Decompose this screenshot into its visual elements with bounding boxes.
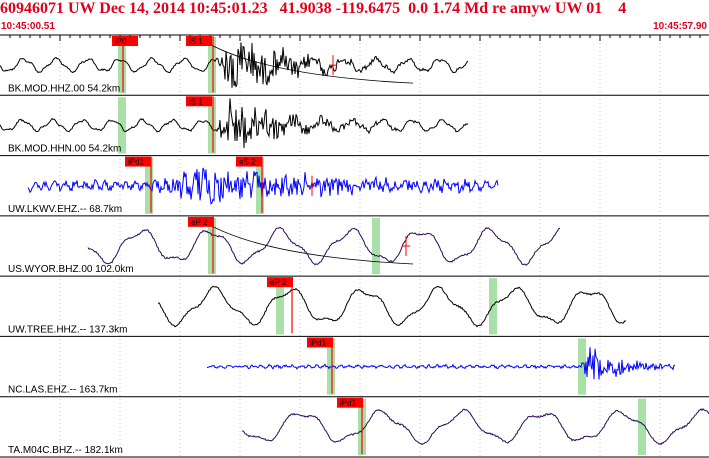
- pick-label: eP 2: [270, 278, 287, 287]
- marker-window-end[interactable]: [208, 97, 216, 154]
- pick-label-box[interactable]: [125, 156, 151, 167]
- travel-time-curve: [197, 217, 414, 265]
- channel-label: UW.TREE.HHZ.-- 137.3km: [8, 324, 127, 335]
- waveform-trace[interactable]: [157, 285, 627, 328]
- marker-window-end[interactable]: [372, 217, 380, 275]
- pick-label-box[interactable]: [188, 216, 214, 227]
- trace-panel[interactable]: eP 2 US.WYOR.BHZ.00 102.0km: [0, 216, 709, 277]
- pick-label-box[interactable]: [236, 156, 262, 167]
- pick-label-box[interactable]: [337, 397, 363, 408]
- channel-label: UW.LKWV.EHZ.-- 68.7km: [8, 204, 122, 215]
- trace-panel[interactable]: iPd1 eS 2 UW.LKWV.EHZ.-- 68.7km: [0, 156, 709, 217]
- waveform-trace[interactable]: [87, 226, 561, 266]
- marker-window-end[interactable]: [638, 398, 646, 455]
- trace-panel[interactable]: iS 1 BK.MOD.HHN.00 54.2km: [0, 96, 709, 157]
- waveform-trace[interactable]: [241, 408, 709, 446]
- pick-label: iPd1: [310, 338, 327, 347]
- pick-label-box[interactable]: [112, 36, 138, 46]
- channel-label: BK.MOD.HHN.00 54.2km: [8, 144, 121, 155]
- waveform-trace[interactable]: [27, 167, 499, 205]
- pick-label: iPd1: [340, 399, 357, 408]
- waveform-trace[interactable]: [0, 42, 469, 88]
- pick-label: iS 1: [189, 97, 203, 106]
- marker-window-start[interactable]: [276, 278, 284, 335]
- waveform-trace[interactable]: [206, 347, 676, 380]
- trace-panel[interactable]: iPd1 TA.M04C.BHZ.-- 182.1km: [0, 397, 709, 458]
- trace-panels: iP0 iS 1 BK.MOD.HHZ.00 54.2km iS 1 BK.MOD.HH…: [0, 36, 709, 458]
- marker-window-end[interactable]: [208, 37, 216, 94]
- event-header: 60946071 UW Dec 14, 2014 10:45:01.23 41.…: [0, 0, 627, 17]
- pick-label: iS 1: [189, 37, 203, 46]
- start-time-label: 10:45:00.51: [1, 21, 55, 32]
- channel-label: US.WYOR.BHZ.00 102.0km: [8, 264, 134, 275]
- trace-panel[interactable]: eP 2 UW.TREE.HHZ.-- 137.3km: [0, 277, 709, 337]
- marker-window-end[interactable]: [578, 338, 586, 395]
- channel-label: NC.LAS.EHZ.-- 163.7km: [8, 385, 117, 396]
- pick-label-box[interactable]: [267, 277, 293, 288]
- pick-label: eP 2: [191, 218, 208, 227]
- marker-window-start[interactable]: [118, 37, 126, 94]
- pick-label: iPd1: [128, 158, 145, 167]
- waveform-trace[interactable]: [0, 98, 469, 149]
- marker-window-start[interactable]: [208, 217, 216, 275]
- marker-window-end[interactable]: [489, 278, 497, 335]
- pick-label: iP0: [115, 37, 127, 46]
- trace-panel[interactable]: iPd1 NC.LAS.EHZ.-- 163.7km: [0, 337, 709, 398]
- trace-panel[interactable]: iP0 iS 1 BK.MOD.HHZ.00 54.2km: [0, 36, 709, 96]
- channel-label: TA.M04C.BHZ.-- 182.1km: [8, 445, 123, 456]
- marker-window-start[interactable]: [327, 338, 335, 395]
- pick-label-box[interactable]: [186, 36, 212, 46]
- channel-label: BK.MOD.HHZ.00 54.2km: [8, 83, 120, 94]
- marker-window-start[interactable]: [118, 97, 126, 154]
- pick-label-box[interactable]: [307, 337, 333, 348]
- pick-label: eS 2: [239, 158, 256, 167]
- pick-label-box[interactable]: [186, 96, 212, 107]
- end-time-label: 10:45:57.90: [653, 21, 707, 32]
